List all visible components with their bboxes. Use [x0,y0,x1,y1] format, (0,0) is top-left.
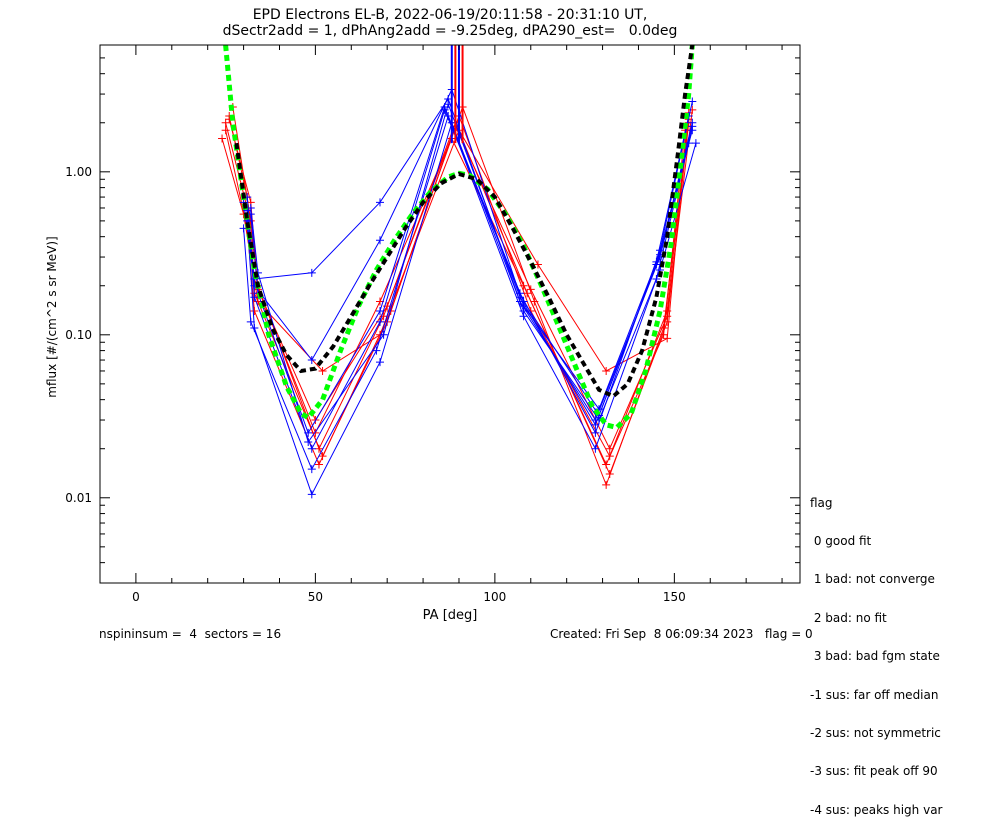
red-series-point [663,312,672,321]
x-tick-label: 150 [663,590,686,604]
blue-series-point [307,356,316,365]
blue-series-point [591,428,600,437]
blue-series-point [688,118,697,127]
blue-series-point [307,444,316,453]
y-tick-label: 0.01 [65,491,92,505]
footer-right: Created: Fri Sep 8 06:09:34 2023 flag = … [550,627,813,641]
chart-title-line1: EPD Electrons EL-B, 2022-06-19/20:11:58 … [252,7,648,23]
red-series-point [602,366,611,375]
axes-layer: 0 50 100 150 0.01 0.10 1.00 [65,44,800,604]
plot-frame [99,44,801,584]
red-series-point [314,460,323,469]
blue-series-point [516,293,524,302]
mflux-chart: 0 50 100 150 0.01 0.10 1.00 PA [deg] mflux [#/… [45,44,801,623]
red-series-point [663,334,672,343]
red-series-point [221,118,230,127]
blue-series-point [376,358,384,367]
x-axis-label: PA [deg] [423,608,478,623]
red-series-line [225,122,686,466]
flag-legend-entry: 1 bad: not converge [810,572,935,587]
black-fit-curve [234,45,695,399]
red-series-point [221,126,230,135]
red-series-point [602,480,611,489]
flag-legend-entry: -2 sus: not symmetric [810,725,941,740]
blue-series-point [591,420,600,429]
y-tick-label: 1.00 [65,165,92,179]
blue-series-point [691,139,700,148]
red-series-line [228,115,690,476]
red-series-line [221,129,686,372]
flag-legend-entry: 0 good fit [810,533,872,548]
blue-series-point [688,126,697,135]
blue-series-point [376,198,384,207]
blue-series-point [307,268,316,277]
flag-legend-entry: -3 sus: fit peak off 90 [810,764,938,779]
blue-series-point [591,444,600,453]
blue-series-point [376,306,384,315]
blue-series-point [250,293,259,302]
flag-legend-entry: -4 sus: peaks high var [810,802,943,817]
blue-series-point [307,465,316,474]
x-tick-label: 100 [483,590,506,604]
blue-series-point [376,317,384,326]
blue-series-point [246,317,255,326]
red-series-point [318,366,327,375]
red-series-line [228,109,693,450]
flag-legend: flag 0 good fit 1 bad: not converge 2 ba… [810,471,942,829]
blue-series-point [372,346,381,355]
blue-series-point [307,490,316,499]
chart-title-line2: dSectr2add = 1, dPhAng2add = -9.25deg, d… [222,23,678,39]
blue-series-line [250,102,693,444]
blue-series-line [243,97,693,422]
blue-series-point [519,306,528,315]
blue-series-point [379,330,388,339]
blue-series-point [688,97,697,106]
red-series-point [605,444,614,453]
flag-legend-entry: -1 sus: far off median [810,687,939,702]
x-tick-label: 0 [132,590,140,604]
flag-legend-entry: 2 bad: no fit [810,610,887,625]
red-series-point [688,105,697,114]
y-tick-label: 0.10 [65,328,92,342]
red-series-point [250,306,259,315]
red-series-point [218,134,227,143]
y-axis-label: mflux [#/(cm^2 s sr MeV)] [45,236,59,397]
blue-series-point [652,260,661,269]
flag-legend-title: flag [810,495,833,510]
blue-series-point [440,105,449,114]
blue-series-point [519,297,528,306]
red-series-point [526,285,535,294]
footer-left: nspininsum = 4 sectors = 16 [99,627,282,641]
flag-legend-entry: 3 bad: bad fgm state [810,649,940,664]
blue-series-point [250,324,259,333]
red-series-point [533,260,542,269]
red-series-line [232,106,690,458]
red-series-point [605,452,614,461]
x-tick-label: 50 [308,590,323,604]
blue-series-point [376,236,384,245]
series-layer [218,45,700,499]
